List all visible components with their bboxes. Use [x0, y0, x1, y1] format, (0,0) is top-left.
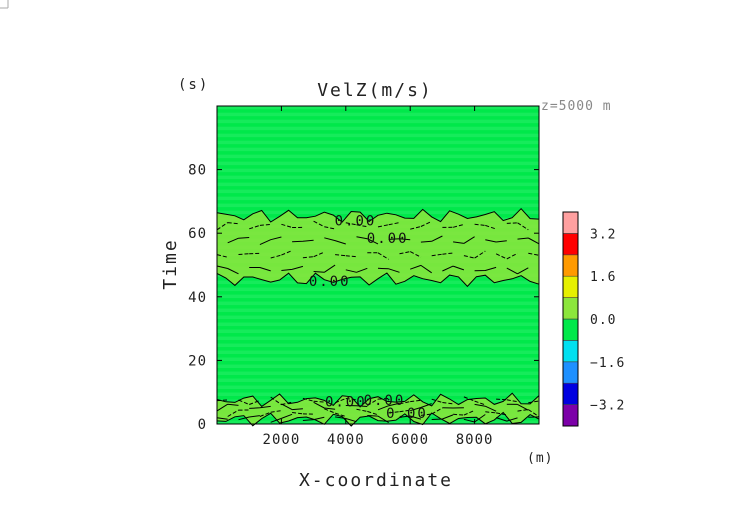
colorbar-tick-label: 0.0 [590, 313, 616, 328]
colorbar-segment [562, 340, 579, 363]
contour-label: 0.00 [367, 231, 409, 247]
y-unit-label: (s) [178, 77, 209, 93]
contour-label: 0.00 [386, 406, 428, 422]
stripe [217, 175, 539, 180]
colorbar-segment [562, 275, 579, 298]
stripe [217, 301, 539, 306]
stripe [217, 350, 539, 355]
x-axis-label: X-coordinate [299, 470, 453, 491]
stripe [217, 140, 539, 145]
annotation-level: z=5000 m [541, 99, 612, 114]
y-tick-label: 60 [188, 226, 207, 242]
y-tick-label: 80 [188, 163, 207, 179]
x-tick-label: 2000 [263, 432, 301, 448]
stripe [217, 161, 539, 166]
colorbar-segment [562, 233, 579, 256]
contour-line [216, 272, 540, 288]
colorbar-frame [562, 211, 579, 427]
colorbar-tick-labels: −3.2 −1.6 0.0 1.6 3.2 [590, 227, 625, 414]
y-axis-ticks: 0 20 40 60 80 [188, 163, 539, 433]
stripe [217, 112, 539, 117]
stripe [217, 343, 539, 348]
stripe [217, 126, 539, 131]
stripe [217, 168, 539, 173]
stripe [217, 378, 539, 383]
y-tick-label: 0 [198, 417, 207, 433]
colorbar-segment [562, 382, 579, 405]
y-axis-label: Time [160, 238, 181, 289]
stripe [217, 203, 539, 208]
contour-labels: 0.000.000.000.000.000.00 [309, 213, 428, 422]
contour-label: 0.00 [364, 393, 406, 409]
contour-line [227, 407, 540, 418]
x-unit-label: (m) [527, 451, 553, 466]
stripe [217, 364, 539, 369]
stripe [217, 371, 539, 376]
stripe [217, 119, 539, 124]
colorbar-segment [562, 254, 579, 277]
contour-label: 0.00 [325, 395, 367, 411]
stripe [217, 133, 539, 138]
stripe [217, 392, 539, 397]
corner-marks [0, 0, 9, 9]
colorbar-segment [562, 318, 579, 341]
stripe [217, 147, 539, 152]
stripe [217, 210, 539, 215]
contour-line [216, 392, 540, 408]
contour-line [216, 413, 540, 424]
contour-label: 0.00 [309, 274, 351, 290]
stripe [217, 322, 539, 327]
x-tick-label: 6000 [391, 432, 429, 448]
stripe [217, 189, 539, 194]
stripe [217, 280, 539, 285]
colorbar-tick-label: 3.2 [590, 227, 616, 242]
stripe [217, 182, 539, 187]
stripe [217, 315, 539, 320]
y-tick-label: 20 [188, 353, 207, 369]
colorbar-tick-label: 1.6 [590, 270, 616, 285]
contour-line [227, 235, 540, 246]
stripe [217, 420, 539, 424]
contour-line [216, 401, 529, 412]
colorbar-segment [562, 297, 579, 320]
x-tick-label: 4000 [327, 432, 365, 448]
colorbar-segment [562, 211, 579, 234]
x-tick-label: 8000 [456, 432, 494, 448]
stripe [217, 385, 539, 390]
stripe [217, 196, 539, 201]
colorbar [562, 211, 579, 427]
x-axis-ticks: 2000 4000 6000 8000 [263, 106, 494, 448]
contour-line [216, 207, 540, 223]
contour-label: 0.00 [335, 213, 377, 229]
chart-title: VelZ(m/s) [317, 80, 433, 101]
stripe [217, 336, 539, 341]
stripe [217, 105, 539, 110]
colorbar-segment [562, 404, 579, 427]
y-tick-label: 40 [188, 290, 207, 306]
stripe [217, 154, 539, 159]
contour-line [216, 264, 529, 275]
colorbar-tick-label: −3.2 [590, 399, 625, 414]
colorbar-segment [562, 361, 579, 384]
stripe [217, 308, 539, 313]
colorbar-tick-label: −1.6 [590, 356, 625, 371]
positive-band [217, 208, 539, 287]
stripe [217, 329, 539, 334]
stripe [217, 294, 539, 299]
contour-lines [216, 207, 540, 427]
plot-frame [216, 105, 540, 425]
stripe [217, 287, 539, 292]
contour-line [216, 220, 529, 231]
stripe [217, 357, 539, 362]
